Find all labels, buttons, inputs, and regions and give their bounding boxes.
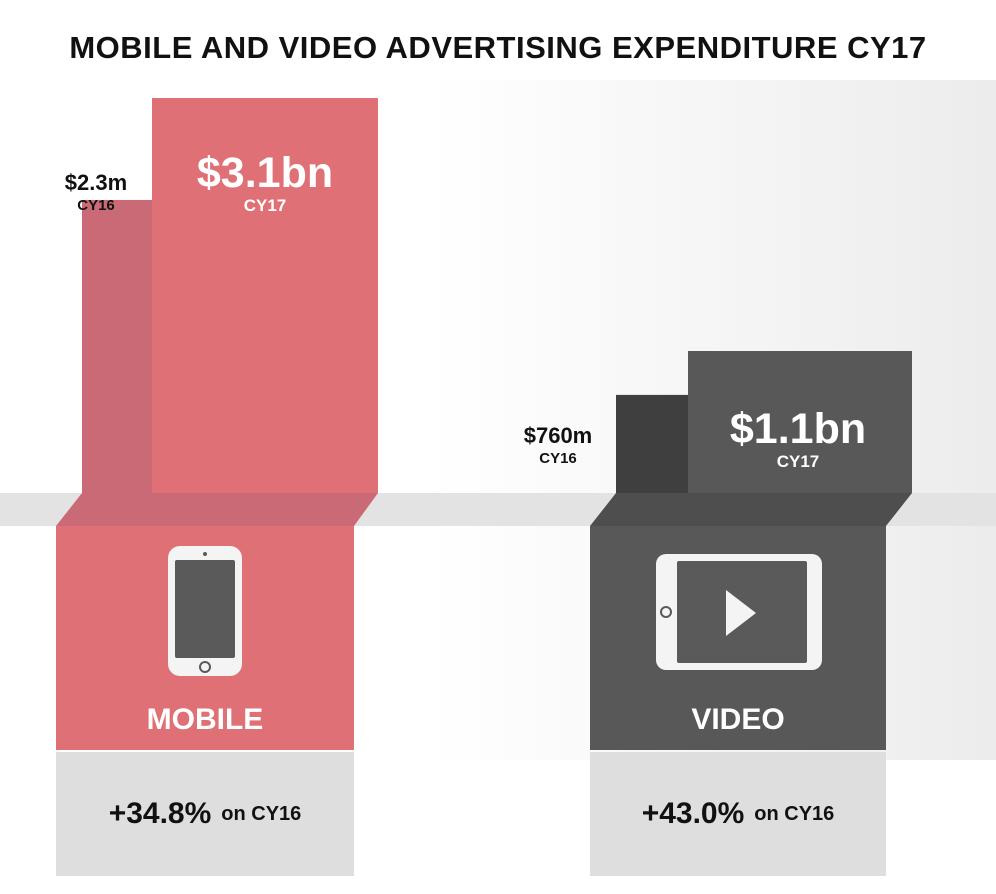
mobile-cy16-bar: [82, 199, 162, 493]
video-cy16-bar: [616, 394, 700, 493]
mobile-growth-panel: +34.8% on CY16: [56, 752, 354, 876]
video-growth-panel: +43.0% on CY16: [590, 752, 886, 876]
mobile-cy17-value: $3.1bn CY17: [165, 149, 365, 215]
mobile-growth-suffix: on CY16: [221, 802, 302, 825]
mobile-band-slant: [56, 493, 378, 526]
video-band-slant: [590, 493, 912, 526]
video-cy16-value: $760m CY16: [498, 423, 618, 467]
mobile-cy17-amount: $3.1bn: [196, 149, 334, 197]
video-cy17-amount: $1.1bn: [729, 405, 867, 453]
chart-title: MOBILE AND VIDEO ADVERTISING EXPENDITURE…: [69, 30, 927, 65]
video-cy16-amount: $760m: [523, 423, 593, 448]
category-label-mobile: MOBILE: [146, 703, 264, 736]
video-cy17-year: CY17: [776, 452, 820, 471]
mobile-bar-group: [56, 98, 378, 750]
video-cy17-bar: [688, 351, 912, 493]
video-growth-suffix: on CY16: [754, 802, 835, 825]
mobile-growth-value: +34.8%: [108, 797, 212, 830]
mobile-cy17-year: CY17: [243, 196, 287, 215]
category-label-video: VIDEO: [691, 703, 785, 736]
video-bar-group: [590, 351, 912, 750]
smartphone-icon: [168, 546, 242, 676]
video-growth-value: +43.0%: [641, 797, 745, 830]
mobile-cy16-year: CY16: [77, 197, 115, 214]
mobile-cy17-bar: [152, 98, 378, 493]
mobile-cy16-value: $2.3m CY16: [40, 170, 152, 214]
video-cy16-year: CY16: [539, 450, 577, 467]
tablet-video-icon: [656, 554, 822, 670]
mobile-cy16-amount: $2.3m: [64, 170, 128, 195]
video-cy17-value: $1.1bn CY17: [698, 405, 898, 471]
